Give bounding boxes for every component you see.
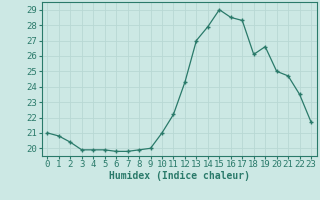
X-axis label: Humidex (Indice chaleur): Humidex (Indice chaleur) xyxy=(109,171,250,181)
